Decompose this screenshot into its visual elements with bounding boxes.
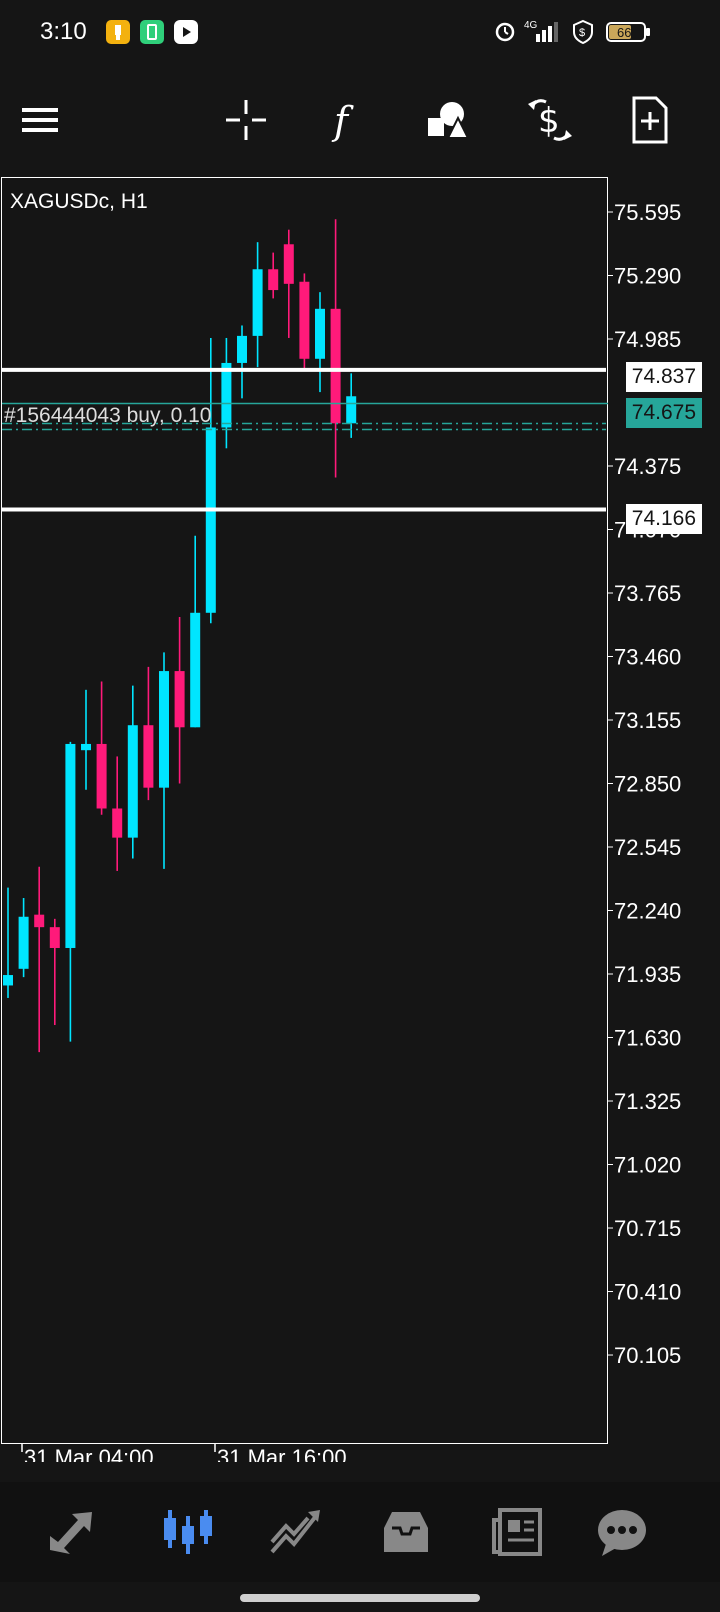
price-label: 74.375 xyxy=(614,454,681,479)
svg-text:$: $ xyxy=(579,27,585,39)
candle-body xyxy=(205,427,216,613)
nav-news[interactable] xyxy=(488,1504,548,1560)
gesture-navigation-bar[interactable] xyxy=(240,1594,480,1602)
price-label: 75.290 xyxy=(614,264,681,289)
upper-level-tag[interactable]: 74.837 xyxy=(625,362,702,392)
candle-body xyxy=(81,743,91,751)
order-line-label[interactable]: #156444043 buy, 0.10 xyxy=(4,404,212,427)
svg-text:f: f xyxy=(331,99,354,142)
trade-icon: $ xyxy=(528,99,572,141)
price-label: 71.630 xyxy=(614,1026,681,1051)
candle-body xyxy=(159,671,169,788)
price-label: 73.765 xyxy=(614,581,681,606)
objects-button[interactable] xyxy=(418,90,478,150)
nav-quotes[interactable] xyxy=(42,1504,102,1560)
candle-body xyxy=(174,671,185,728)
signal-icon: 4G xyxy=(522,18,562,51)
candle-body xyxy=(252,269,263,336)
candle-body xyxy=(65,743,76,948)
status-time: 3:10 xyxy=(40,18,87,45)
battery-icon: 66 xyxy=(606,20,652,49)
candle-body xyxy=(221,362,232,428)
nav-history[interactable] xyxy=(376,1504,436,1560)
time-label: 31 Mar 04:00 xyxy=(24,1445,154,1462)
trade-icon xyxy=(270,1510,320,1554)
svg-text:$: $ xyxy=(538,101,560,141)
indicators-button[interactable]: f xyxy=(316,90,376,150)
price-label: 70.410 xyxy=(614,1280,681,1305)
menu-button[interactable] xyxy=(10,90,70,150)
nav-chart[interactable] xyxy=(158,1504,218,1560)
price-chart[interactable]: 75.59575.29074.98574.37574.07073.76573.4… xyxy=(0,176,720,1462)
crosshair-icon xyxy=(226,100,266,140)
chart-icon xyxy=(164,1510,212,1554)
candle-body xyxy=(96,743,107,809)
candle-body xyxy=(346,396,357,424)
function-icon: f xyxy=(331,99,354,142)
battery-saver-icon xyxy=(140,20,164,44)
price-label: 73.460 xyxy=(614,645,681,670)
candle-body xyxy=(237,335,247,363)
candle-body xyxy=(315,308,325,359)
price-label: 71.020 xyxy=(614,1153,681,1178)
network-type: 4G xyxy=(524,20,538,31)
price-label: 75.595 xyxy=(614,200,681,225)
news-icon xyxy=(492,1508,542,1556)
price-label: 74.985 xyxy=(614,327,681,352)
candle-body xyxy=(283,244,294,284)
time-label: 31 Mar 16:00 xyxy=(217,1445,347,1462)
price-label: 72.850 xyxy=(614,772,681,797)
price-label: 71.935 xyxy=(614,962,681,987)
objects-icon xyxy=(428,102,470,139)
lower-level-tag[interactable]: 74.166 xyxy=(625,504,702,534)
candle-body xyxy=(330,308,341,424)
candle-body xyxy=(268,269,279,291)
candle-body xyxy=(34,914,45,928)
price-label: 71.325 xyxy=(614,1089,681,1114)
messages-icon xyxy=(598,1510,646,1556)
chart-symbol-title: XAGUSDc, H1 xyxy=(10,190,148,213)
price-label: 70.715 xyxy=(614,1216,681,1241)
new-order-button[interactable] xyxy=(620,90,680,150)
candle-body xyxy=(143,725,154,788)
history-icon xyxy=(384,1512,428,1552)
candle-body xyxy=(299,281,310,359)
battery-level: 66 xyxy=(617,25,631,40)
price-label: 73.155 xyxy=(614,708,681,733)
price-label: 72.240 xyxy=(614,899,681,924)
chart-toolbar: f $ xyxy=(0,70,720,174)
bid-price-tag: 74.675 xyxy=(625,398,702,428)
flashlight-icon xyxy=(106,20,130,44)
candle-body xyxy=(18,916,29,969)
candle-body xyxy=(112,808,123,838)
candle-body xyxy=(190,612,201,728)
candle-body xyxy=(127,725,138,838)
new-chart-icon xyxy=(632,96,668,144)
crosshair-button[interactable] xyxy=(216,90,276,150)
alarm-icon xyxy=(492,18,518,49)
menu-icon xyxy=(22,108,58,132)
bottom-navigation xyxy=(0,1482,720,1582)
trade-button[interactable]: $ xyxy=(520,90,580,150)
quotes-icon xyxy=(50,1512,92,1554)
nav-messages[interactable] xyxy=(592,1504,652,1560)
chart-frame xyxy=(1,177,608,1444)
chart-canvas[interactable]: 75.59575.29074.98574.37574.07073.76573.4… xyxy=(0,176,720,1462)
price-label: 70.105 xyxy=(614,1343,681,1368)
youtube-icon xyxy=(174,20,198,44)
candle-body xyxy=(3,975,13,986)
vpn-shield-icon: $ xyxy=(570,18,596,51)
status-bar: 3:10 4G $ 66 xyxy=(0,0,720,70)
nav-trade[interactable] xyxy=(266,1504,326,1560)
price-label: 72.545 xyxy=(614,835,681,860)
candle-body xyxy=(49,927,60,948)
